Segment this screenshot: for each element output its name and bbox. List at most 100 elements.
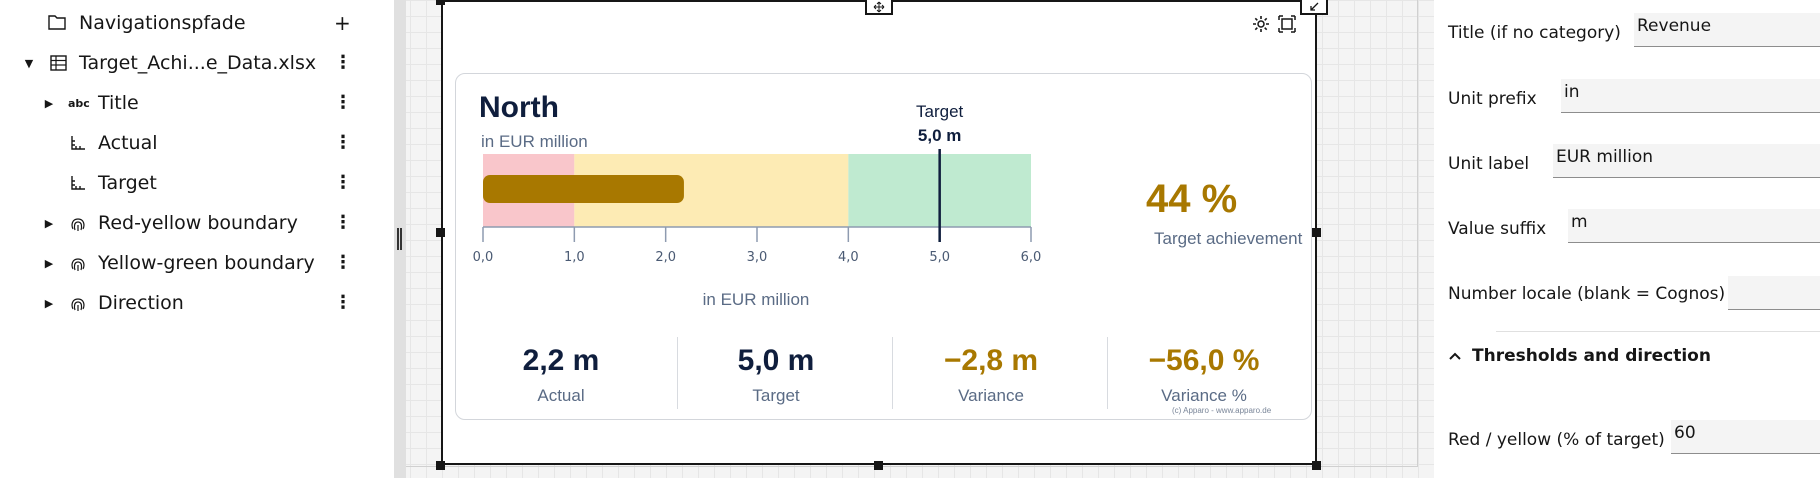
kpi-label: Target xyxy=(752,386,800,405)
chevron-right-icon[interactable]: ▶ xyxy=(44,216,54,230)
kpi-divider xyxy=(677,337,678,409)
prop-label-title: Title (if no category) xyxy=(1448,23,1621,43)
add-icon[interactable]: + xyxy=(334,11,351,35)
kpi-value: 5,0 m xyxy=(737,344,815,377)
thresholds-section-toggle[interactable]: Thresholds and direction xyxy=(1448,346,1711,366)
tree-item-label: Direction xyxy=(98,292,184,314)
chevron-up-icon xyxy=(1448,346,1462,366)
kpi-divider xyxy=(1107,337,1108,409)
section-title: Thresholds and direction xyxy=(1472,346,1711,366)
target-value: 5,0 m xyxy=(918,126,961,145)
copyright-note: (c) Apparo - www.apparo.de xyxy=(1172,406,1272,415)
x-tick-label: 2,0 xyxy=(655,250,676,265)
tree-item-label: Navigationspfade xyxy=(79,12,246,34)
tree-item-excel-file[interactable]: ▼ Target_Achi...e_Data.xlsx ⋮ xyxy=(0,44,394,82)
properties-panel: Title (if no category) Revenue Unit pref… xyxy=(1434,0,1820,478)
kpi-value: −2,8 m xyxy=(943,344,1039,377)
fingerprint-icon xyxy=(69,295,87,313)
kpi-variance: −2,8 m Variance xyxy=(886,344,1096,406)
resize-handle[interactable] xyxy=(436,0,445,5)
kpi-value: 2,2 m xyxy=(522,344,600,377)
tree-item-actual[interactable]: Actual ⋮ xyxy=(0,124,394,162)
resize-handle[interactable] xyxy=(874,461,883,470)
number-locale-input[interactable] xyxy=(1728,276,1820,310)
tree-item-label: Yellow-green boundary xyxy=(98,252,315,274)
overflow-menu-icon[interactable]: ⋮ xyxy=(334,92,352,113)
tree-item-label: Target xyxy=(98,172,157,194)
overflow-menu-icon[interactable]: ⋮ xyxy=(334,292,352,313)
target-achievement-card[interactable]: North in EUR million 0,0 1,0 2,0 3,0 4,0 5,0 6… xyxy=(455,73,1312,420)
x-tick-label: 0,0 xyxy=(473,250,494,265)
prop-label-unit-label: Unit label xyxy=(1448,154,1530,174)
prop-label-red-yellow: Red / yellow (% of target) xyxy=(1448,430,1665,450)
tree-item-direction[interactable]: ▶ Direction ⋮ xyxy=(0,284,394,322)
card-subtitle: in EUR million xyxy=(481,132,588,151)
x-tick-label: 4,0 xyxy=(838,250,859,265)
kpi-label: Variance xyxy=(958,386,1024,405)
actual-bar xyxy=(483,175,684,203)
value-suffix-input[interactable]: m xyxy=(1568,209,1820,243)
move-icon[interactable] xyxy=(865,0,893,15)
kpi-variance-percent: −56,0 % Variance % xyxy=(1099,344,1309,406)
kpi-actual: 2,2 m Actual xyxy=(456,344,666,406)
overflow-menu-icon[interactable]: ⋮ xyxy=(334,252,352,273)
card-title: North xyxy=(479,91,559,124)
panel-splitter[interactable] xyxy=(394,0,406,478)
canvas-edge xyxy=(1417,0,1418,466)
overflow-menu-icon[interactable]: ⋮ xyxy=(334,132,352,153)
abc-text-icon: abc xyxy=(68,97,90,110)
overflow-menu-icon[interactable]: ⋮ xyxy=(334,212,352,233)
chevron-right-icon[interactable]: ▶ xyxy=(44,296,54,310)
kpi-label: Variance % xyxy=(1161,386,1247,405)
unit-prefix-input[interactable]: in xyxy=(1561,79,1820,113)
kpi-target: 5,0 m Target xyxy=(671,344,881,406)
tree-item-yellow-green-boundary[interactable]: ▶ Yellow-green boundary ⋮ xyxy=(0,244,394,282)
measure-icon xyxy=(70,135,86,151)
resize-handle[interactable] xyxy=(436,461,445,470)
fingerprint-icon xyxy=(69,255,87,273)
prop-label-number-locale: Number locale (blank = Cognos) xyxy=(1448,284,1726,304)
achievement-value: 44 % xyxy=(1146,177,1238,221)
table-icon xyxy=(50,55,67,71)
x-axis-label: in EUR million xyxy=(702,290,810,309)
focus-icon[interactable] xyxy=(1277,14,1297,38)
folder-icon xyxy=(48,14,66,30)
red-yellow-input[interactable]: 60 xyxy=(1671,420,1820,454)
bullet-chart: 0,0 1,0 2,0 3,0 4,0 5,0 6,0 Target 5,0 m xyxy=(473,102,1042,265)
chevron-right-icon[interactable]: ▶ xyxy=(44,256,54,270)
resize-handle[interactable] xyxy=(1312,461,1321,470)
x-tick-label: 1,0 xyxy=(564,250,585,265)
tree-item-label: Actual xyxy=(98,132,158,154)
tree-item-navigationspfade[interactable]: Navigationspfade + xyxy=(0,4,394,42)
prop-label-value-suffix: Value suffix xyxy=(1448,219,1547,239)
fingerprint-icon xyxy=(69,215,87,233)
tree-item-label: Title xyxy=(98,92,139,114)
resize-handle[interactable] xyxy=(1312,228,1321,237)
tree-item-target[interactable]: Target ⋮ xyxy=(0,164,394,202)
kpi-label: Actual xyxy=(537,386,585,405)
overflow-menu-icon[interactable]: ⋮ xyxy=(334,172,352,193)
unit-label-input[interactable]: EUR million xyxy=(1553,144,1820,178)
achievement-label: Target achievement xyxy=(1154,229,1303,248)
x-tick-label: 6,0 xyxy=(1021,250,1042,265)
prop-label-unit-prefix: Unit prefix xyxy=(1448,89,1537,109)
expand-icon[interactable] xyxy=(1300,0,1328,15)
title-input[interactable]: Revenue xyxy=(1634,13,1820,47)
measure-icon xyxy=(70,175,86,191)
data-source-tree: Navigationspfade + ▼ Target_Achi...e_Dat… xyxy=(0,0,394,478)
section-divider xyxy=(1496,331,1820,332)
tree-item-title[interactable]: ▶ abc Title ⋮ xyxy=(0,84,394,122)
tree-item-label: Target_Achi...e_Data.xlsx xyxy=(79,52,317,74)
canvas-edge xyxy=(406,466,1418,467)
settings-icon[interactable] xyxy=(1251,14,1271,38)
resize-handle[interactable] xyxy=(436,228,445,237)
overflow-menu-icon[interactable]: ⋮ xyxy=(334,52,352,73)
tree-item-red-yellow-boundary[interactable]: ▶ Red-yellow boundary ⋮ xyxy=(0,204,394,242)
splitter-grip-icon[interactable] xyxy=(397,228,402,250)
x-tick-label: 3,0 xyxy=(747,250,768,265)
tree-item-label: Red-yellow boundary xyxy=(98,212,298,234)
kpi-divider xyxy=(892,337,893,409)
x-tick-label: 5,0 xyxy=(929,250,950,265)
chevron-down-icon[interactable]: ▼ xyxy=(24,56,34,70)
chevron-right-icon[interactable]: ▶ xyxy=(44,96,54,110)
